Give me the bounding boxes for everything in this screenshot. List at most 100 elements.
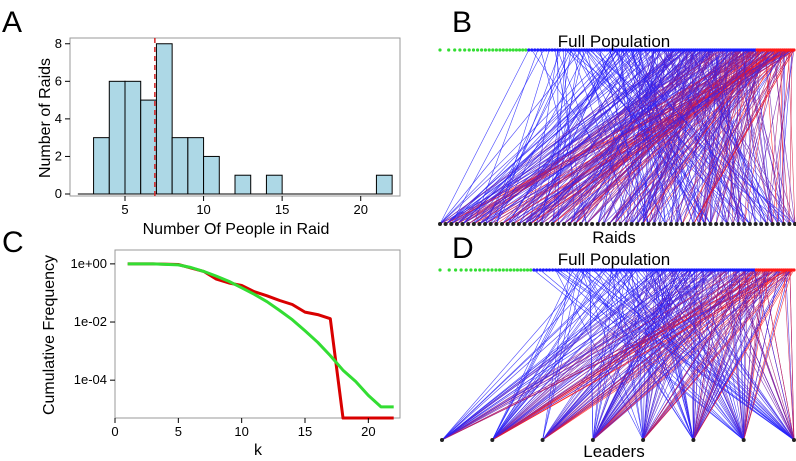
network-edge (648, 49, 754, 225)
network-edge (592, 269, 686, 441)
target-node (490, 438, 495, 442)
target-node (539, 222, 544, 226)
network-edge (581, 49, 666, 225)
target-node (556, 222, 561, 226)
network-edge (710, 49, 739, 225)
population-node (467, 48, 471, 52)
target-node (550, 222, 555, 226)
network-edge (772, 49, 796, 225)
cumulative-x-label: k (254, 442, 263, 459)
network-edge (492, 269, 748, 441)
target-node (759, 222, 764, 226)
network-edge (655, 49, 768, 225)
population-node (708, 268, 712, 272)
population-node (447, 48, 451, 52)
target-node (618, 222, 623, 226)
target-node (522, 222, 527, 226)
network-edge (592, 269, 718, 441)
population-node (585, 48, 589, 52)
population-node (650, 48, 654, 52)
network-edge (542, 269, 674, 441)
network-edge (625, 49, 789, 225)
raid-network-top-label: Full Population (558, 32, 670, 51)
target-node (454, 222, 459, 226)
network-edge (648, 49, 694, 225)
x-tick-label: 5 (121, 202, 128, 217)
y-tick-label: 6 (55, 73, 62, 88)
population-node (565, 268, 569, 272)
population-node (505, 268, 509, 272)
population-node (758, 268, 763, 272)
population-node (574, 268, 578, 272)
population-node (717, 268, 721, 272)
population-node (582, 48, 586, 52)
target-node (612, 222, 617, 226)
population-node (610, 48, 614, 52)
population-node (713, 268, 717, 272)
target-node (540, 438, 545, 442)
population-node (571, 268, 575, 272)
population-node (490, 268, 494, 272)
network-edge (743, 269, 766, 441)
network-edge (634, 269, 744, 441)
leader-network-panel: Full Population Leaders (438, 250, 796, 461)
population-node (710, 268, 715, 272)
network-edge (608, 49, 760, 225)
target-node (573, 222, 578, 226)
population-node (683, 48, 687, 52)
population-node (670, 48, 674, 52)
network-edge (693, 269, 751, 441)
network-edge (552, 49, 775, 225)
population-node (556, 48, 560, 52)
population-node (647, 48, 652, 52)
network-edge (642, 269, 674, 441)
population-node (663, 48, 667, 52)
population-node (630, 268, 634, 272)
network-edge (616, 269, 644, 441)
network-edge (542, 269, 665, 441)
population-node (629, 48, 633, 52)
network-edge (700, 269, 744, 441)
population-node (676, 268, 680, 272)
network-edge (530, 49, 787, 225)
histogram-bar (265, 174, 283, 195)
population-node (574, 48, 579, 52)
target-node (601, 222, 606, 226)
network-edge (743, 269, 795, 441)
target-node (449, 222, 454, 226)
network-edge (578, 269, 795, 441)
network-edge (441, 269, 690, 441)
network-edge (445, 49, 643, 225)
x-tick-label: 20 (353, 202, 367, 217)
y-tick-label: 4 (55, 111, 62, 126)
network-edge (698, 49, 736, 225)
network-edge (439, 49, 681, 225)
network-edge (620, 49, 775, 225)
target-node (511, 222, 516, 226)
population-node (522, 268, 526, 272)
network-edge (738, 49, 790, 225)
population-node (600, 48, 604, 52)
x-tick-label: 10 (234, 424, 248, 439)
population-node (635, 268, 639, 272)
histogram-bar (124, 80, 142, 195)
target-node (640, 222, 645, 226)
network-edge (789, 49, 793, 225)
target-node (691, 222, 696, 226)
population-node (525, 268, 530, 272)
population-node (637, 268, 642, 272)
network-edge (743, 269, 746, 441)
network-edge (673, 269, 795, 441)
network-edge (492, 269, 635, 441)
histogram-x-label: Number Of People in Raid (143, 221, 330, 238)
population-node (659, 268, 664, 272)
network-edge (777, 49, 785, 225)
network-edge (451, 49, 789, 225)
network-edge (595, 269, 694, 441)
population-node (690, 268, 694, 272)
population-node (501, 268, 505, 272)
raid-network-panel: Full Population Raids (438, 32, 796, 247)
network-edge (693, 269, 704, 441)
network-edge (492, 269, 574, 441)
network-edge (592, 269, 768, 441)
